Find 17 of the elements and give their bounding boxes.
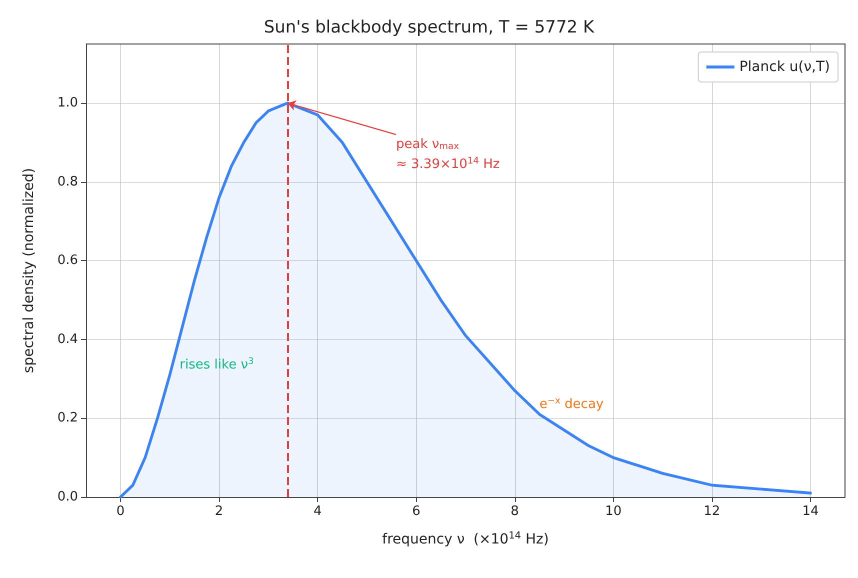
y-axis-title: spectral density (normalized): [21, 168, 37, 374]
x-tick-label: 2: [214, 504, 224, 519]
y-tick-label: 0.2: [57, 410, 78, 426]
x-tick-label: 4: [314, 504, 322, 519]
y-tick-label: 0.0: [57, 490, 78, 504]
x-tick-label: 12: [704, 504, 720, 519]
x-tick-label: 14: [802, 504, 819, 519]
x-tick-label: 6: [412, 504, 420, 519]
chart-title: Sun's blackbody spectrum, T = 5772 K: [264, 18, 596, 38]
y-tick-label: 0.8: [57, 174, 78, 190]
y-tick-label: 1.0: [57, 96, 78, 111]
y-tick-label: 0.6: [57, 253, 78, 268]
x-tick-label: 8: [510, 504, 519, 519]
y-tick-label: 0.4: [57, 332, 78, 347]
legend-label: Planck u(ν,T): [739, 59, 830, 75]
x-tick-label: 0: [116, 504, 125, 519]
x-tick-label: 10: [605, 504, 622, 519]
